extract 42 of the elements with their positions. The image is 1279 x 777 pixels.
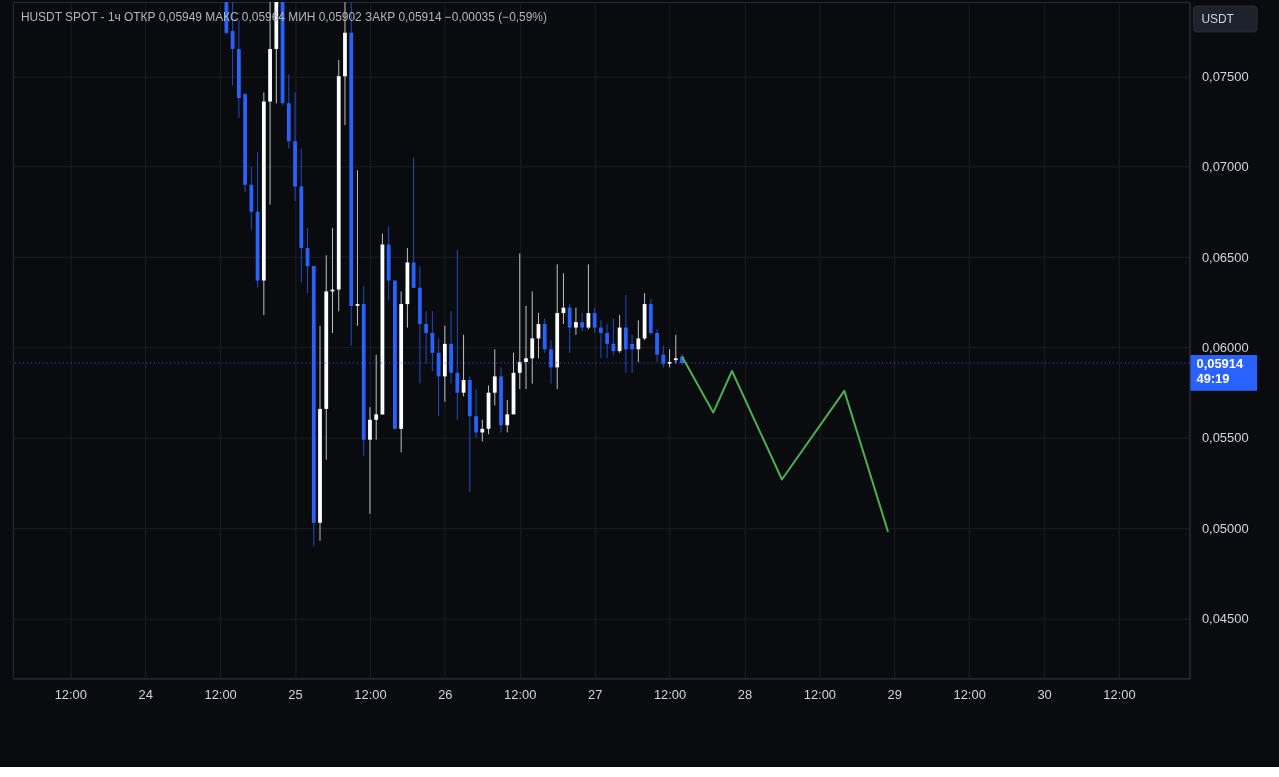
- x-tick-label: 12:00: [204, 686, 237, 702]
- candlestick: [605, 323, 610, 359]
- x-tick-label: 12:00: [54, 686, 87, 702]
- candlestick: [368, 406, 372, 515]
- y-tick-label: 0,06500: [1201, 249, 1249, 265]
- x-tick-label: 12:00: [653, 686, 687, 702]
- x-tick-label: 28: [737, 686, 753, 702]
- candlestick: [374, 354, 379, 441]
- x-tick-label: 12:00: [953, 686, 986, 702]
- candlestick: [574, 307, 578, 336]
- x-tick-label: 24: [138, 686, 153, 702]
- candlestick: [505, 399, 510, 433]
- ref-line-label: 0,05914 49:19: [1196, 355, 1244, 386]
- x-tick-label: 27: [587, 686, 603, 702]
- candlestick: [617, 314, 622, 354]
- y-tick-label: 0,04500: [1201, 611, 1249, 627]
- x-tick-label: 25: [288, 686, 303, 702]
- candlestick: [580, 312, 585, 332]
- candlestick: [524, 305, 528, 390]
- x-tick-label: 30: [1037, 686, 1052, 702]
- y-tick-label: 0,05500: [1201, 430, 1249, 446]
- y-tick-label: 0,07500: [1201, 68, 1249, 84]
- candlestick: [636, 319, 641, 363]
- candlestick: [611, 318, 616, 356]
- candlestick: [567, 303, 572, 354]
- x-tick-label: 12:00: [1103, 686, 1136, 702]
- candlestick: [592, 307, 597, 334]
- candlestick: [492, 348, 497, 406]
- y-tick-label: 0,05000: [1201, 520, 1249, 536]
- x-tick-label: 12:00: [354, 686, 387, 702]
- candlestick: [673, 334, 678, 365]
- candlestick: [517, 252, 522, 390]
- y-tick-label: 0,07000: [1201, 159, 1249, 175]
- candlestick: [474, 388, 478, 439]
- x-tick-label: 12:00: [504, 686, 537, 702]
- candlestick: [599, 319, 603, 359]
- x-tick-label: 29: [887, 686, 902, 702]
- y-tick-label: 0,06000: [1201, 339, 1249, 355]
- x-tick-label: 26: [438, 686, 453, 702]
- x-tick-label: 12:00: [803, 686, 837, 702]
- y-axis-title: USDT: [1201, 11, 1235, 26]
- candlestick: [530, 290, 535, 385]
